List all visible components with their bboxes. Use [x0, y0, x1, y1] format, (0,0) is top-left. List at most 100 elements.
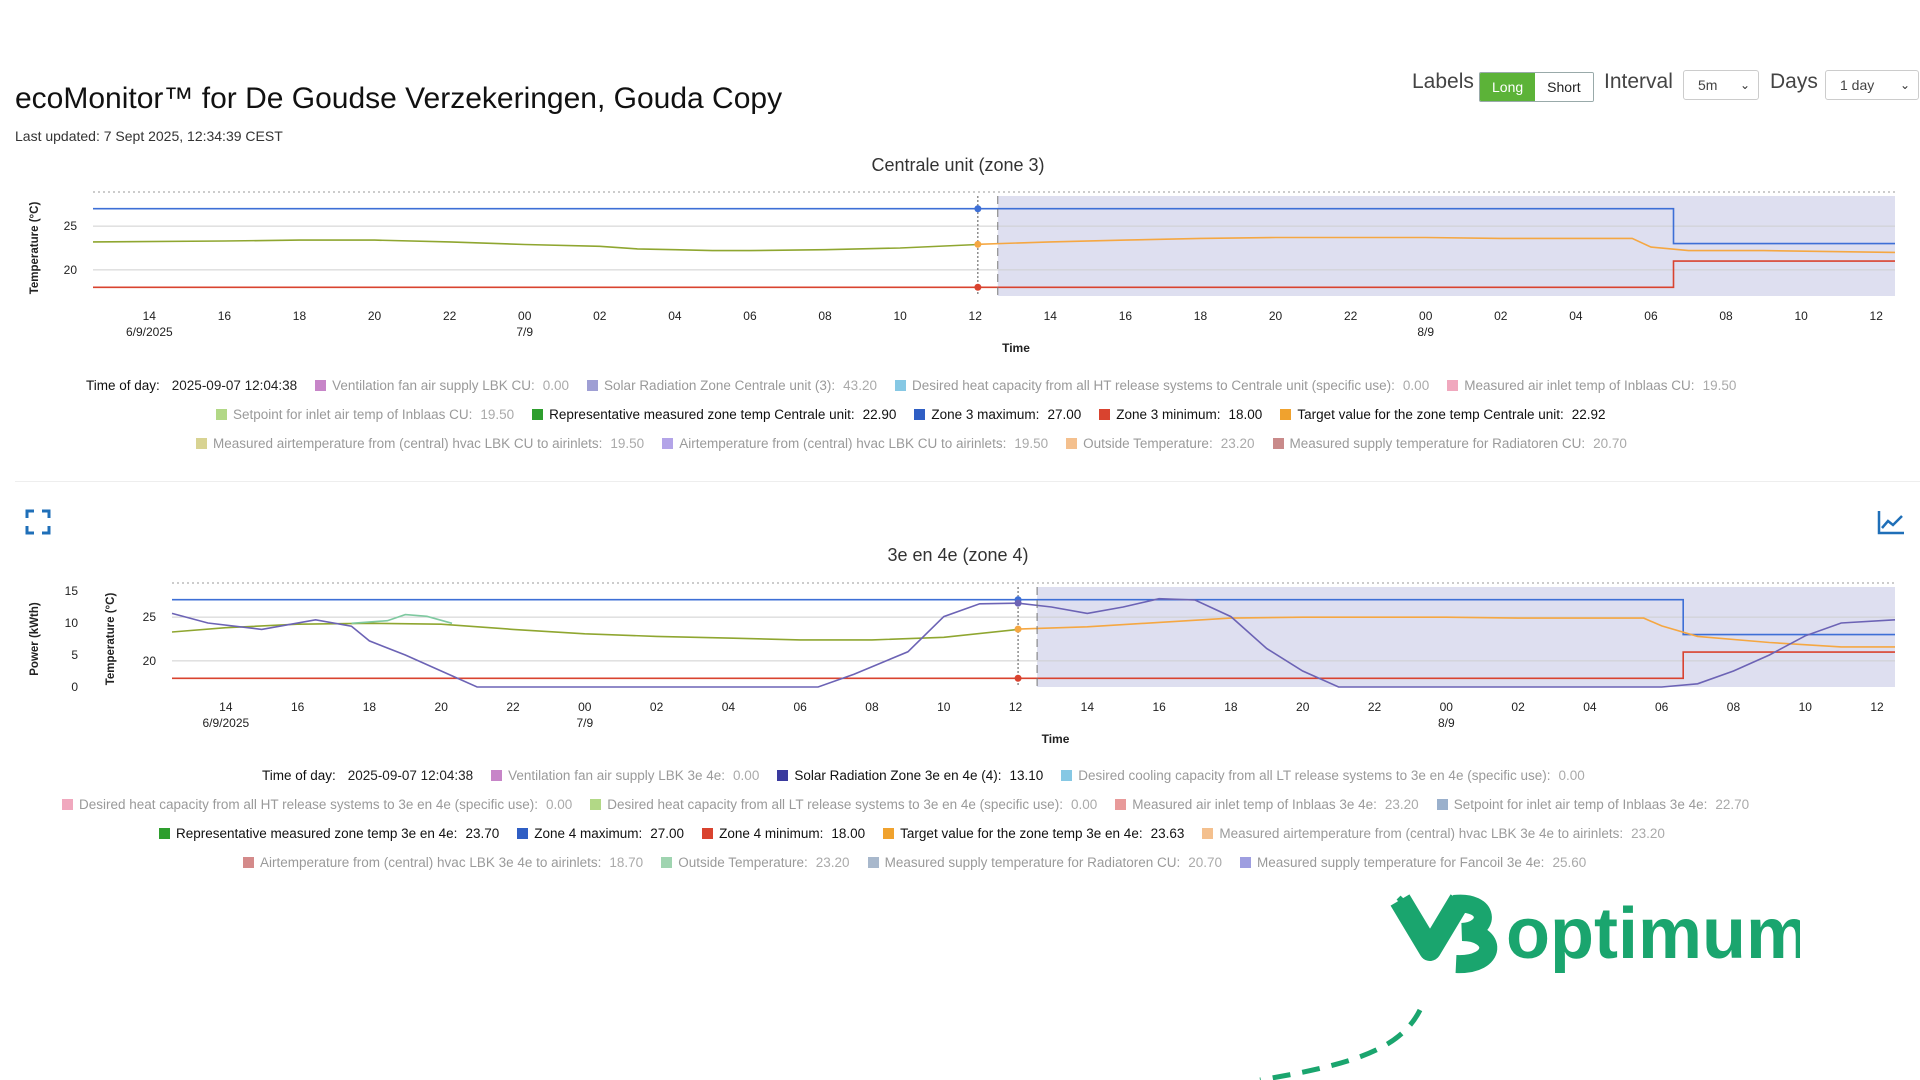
- x-tick-label: 16: [1119, 309, 1133, 323]
- x-tick-label: 10: [937, 700, 951, 714]
- x-tick-label: 06: [1644, 309, 1658, 323]
- legend-swatch: [216, 409, 227, 420]
- legend-swatch: [491, 770, 503, 781]
- legend-label: Ventilation fan air supply LBK 3e 4e:: [508, 768, 726, 783]
- y-axis-label: Temperature (°C): [29, 202, 41, 295]
- legend-item[interactable]: Desired heat capacity from all HT releas…: [894, 378, 1430, 393]
- legend-item[interactable]: Ventilation fan air supply LBK CU: 0.00: [315, 378, 569, 393]
- series-target-value-for-the-zone-temp-3e-en-4e-line: [1018, 616, 1895, 648]
- legend-item[interactable]: Setpoint for inlet air temp of Inblaas 3…: [1436, 797, 1749, 812]
- chart2-legend: Time of day: 2025-09-07 12:04:38 Ventilati…: [0, 768, 1920, 878]
- legend-label: Airtemperature from (central) hvac LBK 3…: [260, 855, 602, 870]
- labels-toggle: Long Short: [1479, 72, 1594, 102]
- legend-item[interactable]: Setpoint for inlet air temp of Inblaas C…: [216, 407, 514, 422]
- legend-label: Target value for the zone temp 3e en 4e:: [900, 826, 1143, 841]
- legend-item[interactable]: Zone 3 maximum: 27.00: [914, 407, 1081, 422]
- x-tick-label: 16: [291, 700, 305, 714]
- legend-item[interactable]: Target value for the zone temp Centrale …: [1280, 407, 1606, 422]
- legend-label: Setpoint for inlet air temp of Inblaas C…: [233, 407, 473, 422]
- now-marker-dot: [974, 283, 982, 291]
- legend-label: Measured airtemperature from (central) h…: [213, 436, 603, 451]
- legend-value: 20.70: [1593, 436, 1627, 451]
- legend-item[interactable]: Measured supply temperature for Radiator…: [867, 855, 1222, 870]
- legend-label: Outside Temperature:: [1083, 436, 1213, 451]
- chart1-plot[interactable]: 20 25 Temperature (°C) 14 6/9/2025 16 18 20 22 00…: [0, 178, 1920, 368]
- expand-icon[interactable]: [24, 508, 52, 536]
- x-tick-label: 04: [722, 700, 736, 714]
- x-tick-label: 14: [143, 309, 157, 323]
- x-axis-label: Time: [1042, 732, 1070, 746]
- y-tick-label: 20: [143, 654, 157, 668]
- legend-swatch: [1099, 409, 1111, 420]
- legend-item[interactable]: Outside Temperature: 23.20: [661, 855, 850, 870]
- legend-item[interactable]: Measured airtemperature from (central) h…: [196, 436, 644, 451]
- legend-value: 43.20: [843, 378, 877, 393]
- legend-item[interactable]: Airtemperature from (central) hvac LBK C…: [662, 436, 1048, 451]
- chart2-plot[interactable]: 20 25 0 5 10 15 Power (kWth) Temperature (°C) 14…: [0, 575, 1920, 750]
- chart1-legend: Time of day: 2025-09-07 12:04:38 Ventilati…: [0, 378, 1920, 458]
- legend-item[interactable]: Desired heat capacity from all HT releas…: [62, 797, 572, 812]
- x-tick-label: 22: [443, 309, 457, 323]
- chevron-down-icon: ⌄: [1739, 78, 1750, 92]
- legend-value: 0.00: [1402, 378, 1430, 393]
- legend-item[interactable]: Solar Radiation Zone Centrale unit (3): 4…: [587, 378, 877, 393]
- power-tick-label: 5: [71, 648, 78, 662]
- legend-item[interactable]: Desired cooling capacity from all LT rel…: [1061, 768, 1585, 783]
- legend-value: 19.50: [480, 407, 515, 422]
- power-axis-label: Power (kWth): [29, 602, 41, 676]
- legend-swatch: [702, 828, 714, 839]
- legend-label: Desired heat capacity from all HT releas…: [911, 378, 1395, 393]
- legend-item[interactable]: Target value for the zone temp 3e en 4e:…: [883, 826, 1184, 841]
- legend-item[interactable]: Zone 3 minimum: 18.00: [1099, 407, 1262, 422]
- legend-item[interactable]: Measured air inlet temp of Inblaas CU: 19…: [1447, 378, 1736, 393]
- legend-item[interactable]: Measured supply temperature for Radiator…: [1272, 436, 1627, 451]
- legend-label: Measured supply temperature for Fancoil …: [1257, 855, 1545, 870]
- legend-item[interactable]: Desired heat capacity from all LT releas…: [590, 797, 1097, 812]
- x-tick-label: 10: [893, 309, 907, 323]
- legend-item[interactable]: Measured air inlet temp of Inblaas 3e 4e…: [1115, 797, 1419, 812]
- interval-select[interactable]: 5m ⌄: [1683, 70, 1759, 100]
- legend-label: Zone 3 minimum:: [1116, 407, 1221, 422]
- legend-value: 0.00: [733, 768, 760, 783]
- days-select[interactable]: 1 day ⌄: [1825, 70, 1919, 100]
- brand-logo-text: optimum: [1506, 894, 1800, 974]
- x-tick-label: 08: [1719, 309, 1733, 323]
- legend-swatch: [1240, 857, 1252, 868]
- legend-swatch: [661, 857, 673, 868]
- labels-short-button[interactable]: Short: [1535, 73, 1593, 101]
- forecast-region: [997, 196, 1895, 296]
- legend-value: 22.92: [1571, 407, 1606, 422]
- legend-item[interactable]: Solar Radiation Zone 3e en 4e (4): 13.10: [777, 768, 1043, 783]
- legend-value: 0.00: [542, 378, 570, 393]
- x-tick-label: 14: [1081, 700, 1095, 714]
- legend-item[interactable]: Airtemperature from (central) hvac LBK 3…: [243, 855, 643, 870]
- legend-value: 25.60: [1552, 855, 1587, 870]
- legend-item[interactable]: Zone 4 minimum: 18.00: [702, 826, 865, 841]
- legend-item[interactable]: Outside Temperature: 23.20: [1066, 436, 1255, 451]
- legend-item[interactable]: Measured supply temperature for Fancoil …: [1240, 855, 1586, 870]
- legend-swatch: [159, 828, 170, 839]
- legend-swatch: [243, 857, 254, 868]
- x-tick-date-label: 6/9/2025: [126, 325, 173, 339]
- legend-item[interactable]: Representative measured zone temp 3e en …: [159, 826, 499, 841]
- legend-row: Time of day: 2025-09-07 12:04:38 Ventilati…: [86, 378, 1754, 393]
- legend-swatch: [1447, 380, 1459, 391]
- legend-value: 19.50: [1702, 378, 1737, 393]
- legend-item[interactable]: Ventilation fan air supply LBK 3e 4e: 0.0…: [491, 768, 759, 783]
- legend-label: Solar Radiation Zone 3e en 4e (4):: [794, 768, 1002, 783]
- x-tick-label: 04: [1583, 700, 1597, 714]
- legend-label: Representative measured zone temp Centra…: [549, 407, 855, 422]
- x-tick-label: 04: [1569, 309, 1583, 323]
- x-tick-date-label: 6/9/2025: [202, 716, 249, 730]
- legend-swatch: [914, 409, 926, 420]
- legend-item[interactable]: Representative measured zone temp Centra…: [532, 407, 896, 422]
- line-chart-icon[interactable]: [1876, 508, 1906, 536]
- labels-long-button[interactable]: Long: [1480, 73, 1536, 101]
- chart1-title: Centrale unit (zone 3): [871, 155, 1045, 175]
- legend-value: 19.50: [610, 436, 645, 451]
- section-divider: [15, 481, 1920, 482]
- legend-row: Representative measured zone temp 3e en …: [159, 826, 1683, 841]
- y-tick-label: 25: [143, 610, 157, 624]
- legend-item[interactable]: Measured airtemperature from (central) h…: [1202, 826, 1665, 841]
- legend-item[interactable]: Zone 4 maximum: 27.00: [517, 826, 684, 841]
